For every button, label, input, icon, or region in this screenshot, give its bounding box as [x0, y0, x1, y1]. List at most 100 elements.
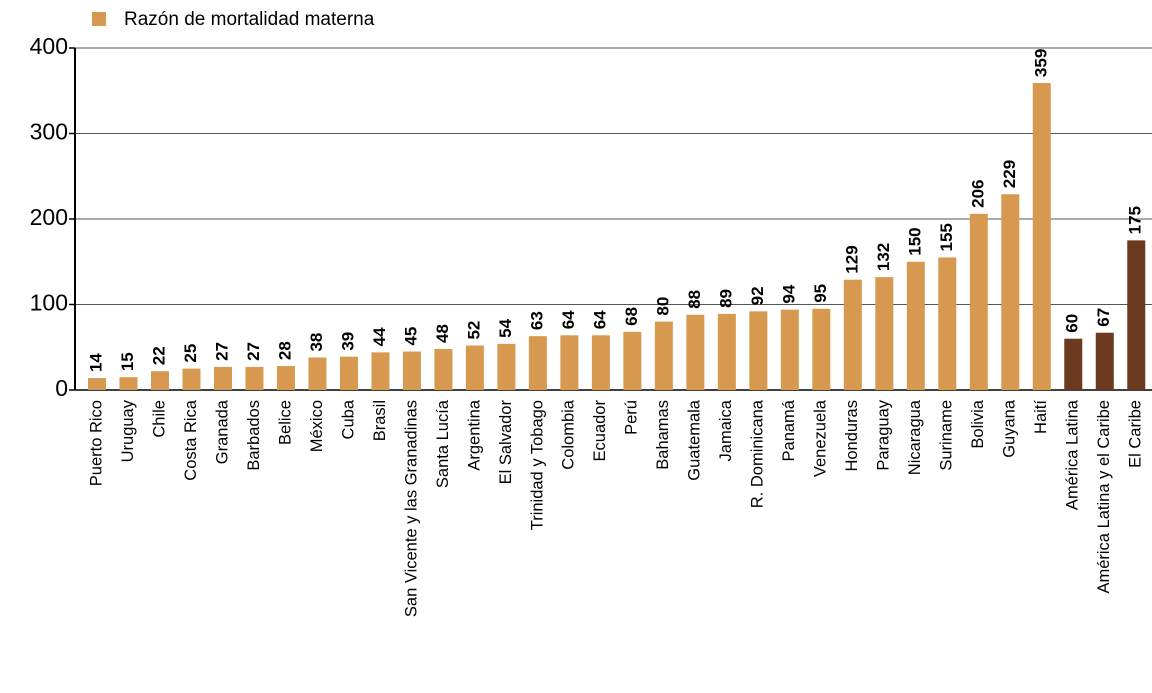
value-label: 132 — [874, 243, 893, 271]
value-label: 206 — [968, 179, 987, 207]
value-label: 129 — [842, 245, 861, 273]
value-label: 150 — [905, 227, 924, 255]
bar — [843, 279, 862, 390]
value-label: 28 — [275, 341, 294, 360]
value-label: 155 — [937, 223, 956, 251]
value-label: 229 — [1000, 160, 1019, 188]
bar — [1001, 194, 1020, 390]
x-tick-label: Bahamas — [654, 400, 672, 470]
value-label: 88 — [685, 290, 704, 309]
legend-label: Razón de mortalidad materna — [124, 9, 375, 30]
bar — [780, 309, 799, 390]
x-tick-label: América Latina y el Caribe — [1095, 400, 1113, 594]
x-tick-label: Jamaica — [717, 399, 735, 461]
x-tick-label: Uruguay — [119, 399, 137, 462]
bar — [749, 311, 768, 390]
x-tick-label: Panamá — [780, 399, 798, 461]
bar — [308, 357, 327, 390]
x-tick-label: Suriname — [938, 400, 956, 471]
x-tick-label: Trinidad y Tobago — [528, 400, 546, 530]
legend-swatch — [92, 12, 106, 26]
bar — [969, 213, 988, 390]
y-tick-label: 100 — [30, 290, 68, 316]
x-tick-label: San Vicente y las Granadinas — [402, 400, 420, 617]
x-tick-label: América Latina — [1064, 399, 1082, 510]
value-label: 52 — [464, 321, 483, 340]
value-label: 64 — [559, 310, 578, 329]
bar — [371, 352, 390, 390]
x-tick-label: Chile — [150, 400, 168, 438]
x-tick-label: Granada — [213, 399, 231, 464]
x-tick-label: Barbados — [245, 400, 263, 471]
value-label: 359 — [1031, 49, 1050, 77]
value-label: 89 — [716, 289, 735, 308]
value-label: 68 — [622, 307, 641, 326]
x-tick-label: Guatemala — [686, 399, 704, 481]
bar — [654, 321, 673, 390]
x-tick-label: Puerto Rico — [87, 400, 105, 486]
bar — [875, 277, 894, 390]
x-tick-label: Ecuador — [591, 400, 609, 462]
bar — [497, 343, 516, 390]
value-label: 22 — [149, 346, 168, 365]
bar — [528, 336, 547, 390]
bar — [150, 371, 169, 390]
bar — [402, 351, 421, 390]
value-label: 48 — [433, 324, 452, 343]
x-tick-label: R. Dominicana — [749, 399, 767, 508]
value-label: 95 — [811, 284, 830, 303]
bar — [465, 345, 484, 390]
x-tick-label: Colombia — [560, 399, 578, 470]
bar — [686, 314, 705, 390]
value-label: 67 — [1094, 308, 1113, 327]
x-tick-label: Brasil — [371, 400, 389, 441]
value-label: 45 — [401, 327, 420, 346]
x-tick-label: Guyana — [1001, 399, 1019, 458]
x-tick-label: El Salvador — [497, 400, 515, 485]
bar — [1127, 240, 1146, 390]
value-label: 94 — [779, 284, 798, 303]
x-tick-label: Argentina — [465, 399, 483, 470]
bar — [87, 378, 106, 390]
bar — [245, 366, 264, 390]
value-label: 92 — [748, 286, 767, 305]
bar — [560, 335, 579, 390]
bar — [434, 348, 453, 390]
value-label: 38 — [307, 333, 326, 352]
value-label: 175 — [1126, 206, 1145, 234]
bar — [276, 366, 295, 390]
x-tick-label: Cuba — [339, 399, 357, 439]
value-label: 80 — [653, 297, 672, 316]
value-label: 44 — [370, 327, 389, 346]
value-label: 15 — [118, 352, 137, 371]
value-label: 27 — [244, 342, 263, 361]
bar — [591, 335, 610, 390]
x-tick-label: Santa Lucía — [434, 399, 452, 488]
x-tick-label: Costa Rica — [182, 399, 200, 481]
x-tick-label: Bolivia — [969, 399, 987, 448]
y-tick-label: 0 — [55, 375, 68, 401]
x-tick-label: El Caribe — [1127, 400, 1145, 468]
value-label: 64 — [590, 310, 609, 329]
value-label: 27 — [212, 342, 231, 361]
x-tick-label: Honduras — [843, 400, 861, 472]
value-label: 14 — [86, 353, 105, 372]
bar — [119, 377, 138, 390]
bar — [717, 313, 736, 390]
bar — [1064, 338, 1083, 390]
bar — [1032, 83, 1051, 391]
bar — [339, 356, 358, 390]
value-label: 25 — [181, 344, 200, 363]
x-tick-label: Belice — [276, 400, 294, 445]
value-label: 60 — [1063, 314, 1082, 333]
x-tick-label: Paraguay — [875, 399, 893, 470]
y-tick-label: 300 — [30, 119, 68, 145]
x-tick-label: México — [308, 400, 326, 452]
bar — [812, 308, 831, 390]
value-label: 54 — [496, 318, 515, 337]
x-tick-label: Haití — [1032, 400, 1050, 434]
bar — [1095, 332, 1114, 390]
x-tick-label: Perú — [623, 400, 641, 435]
x-tick-label: Nicaragua — [906, 399, 924, 475]
